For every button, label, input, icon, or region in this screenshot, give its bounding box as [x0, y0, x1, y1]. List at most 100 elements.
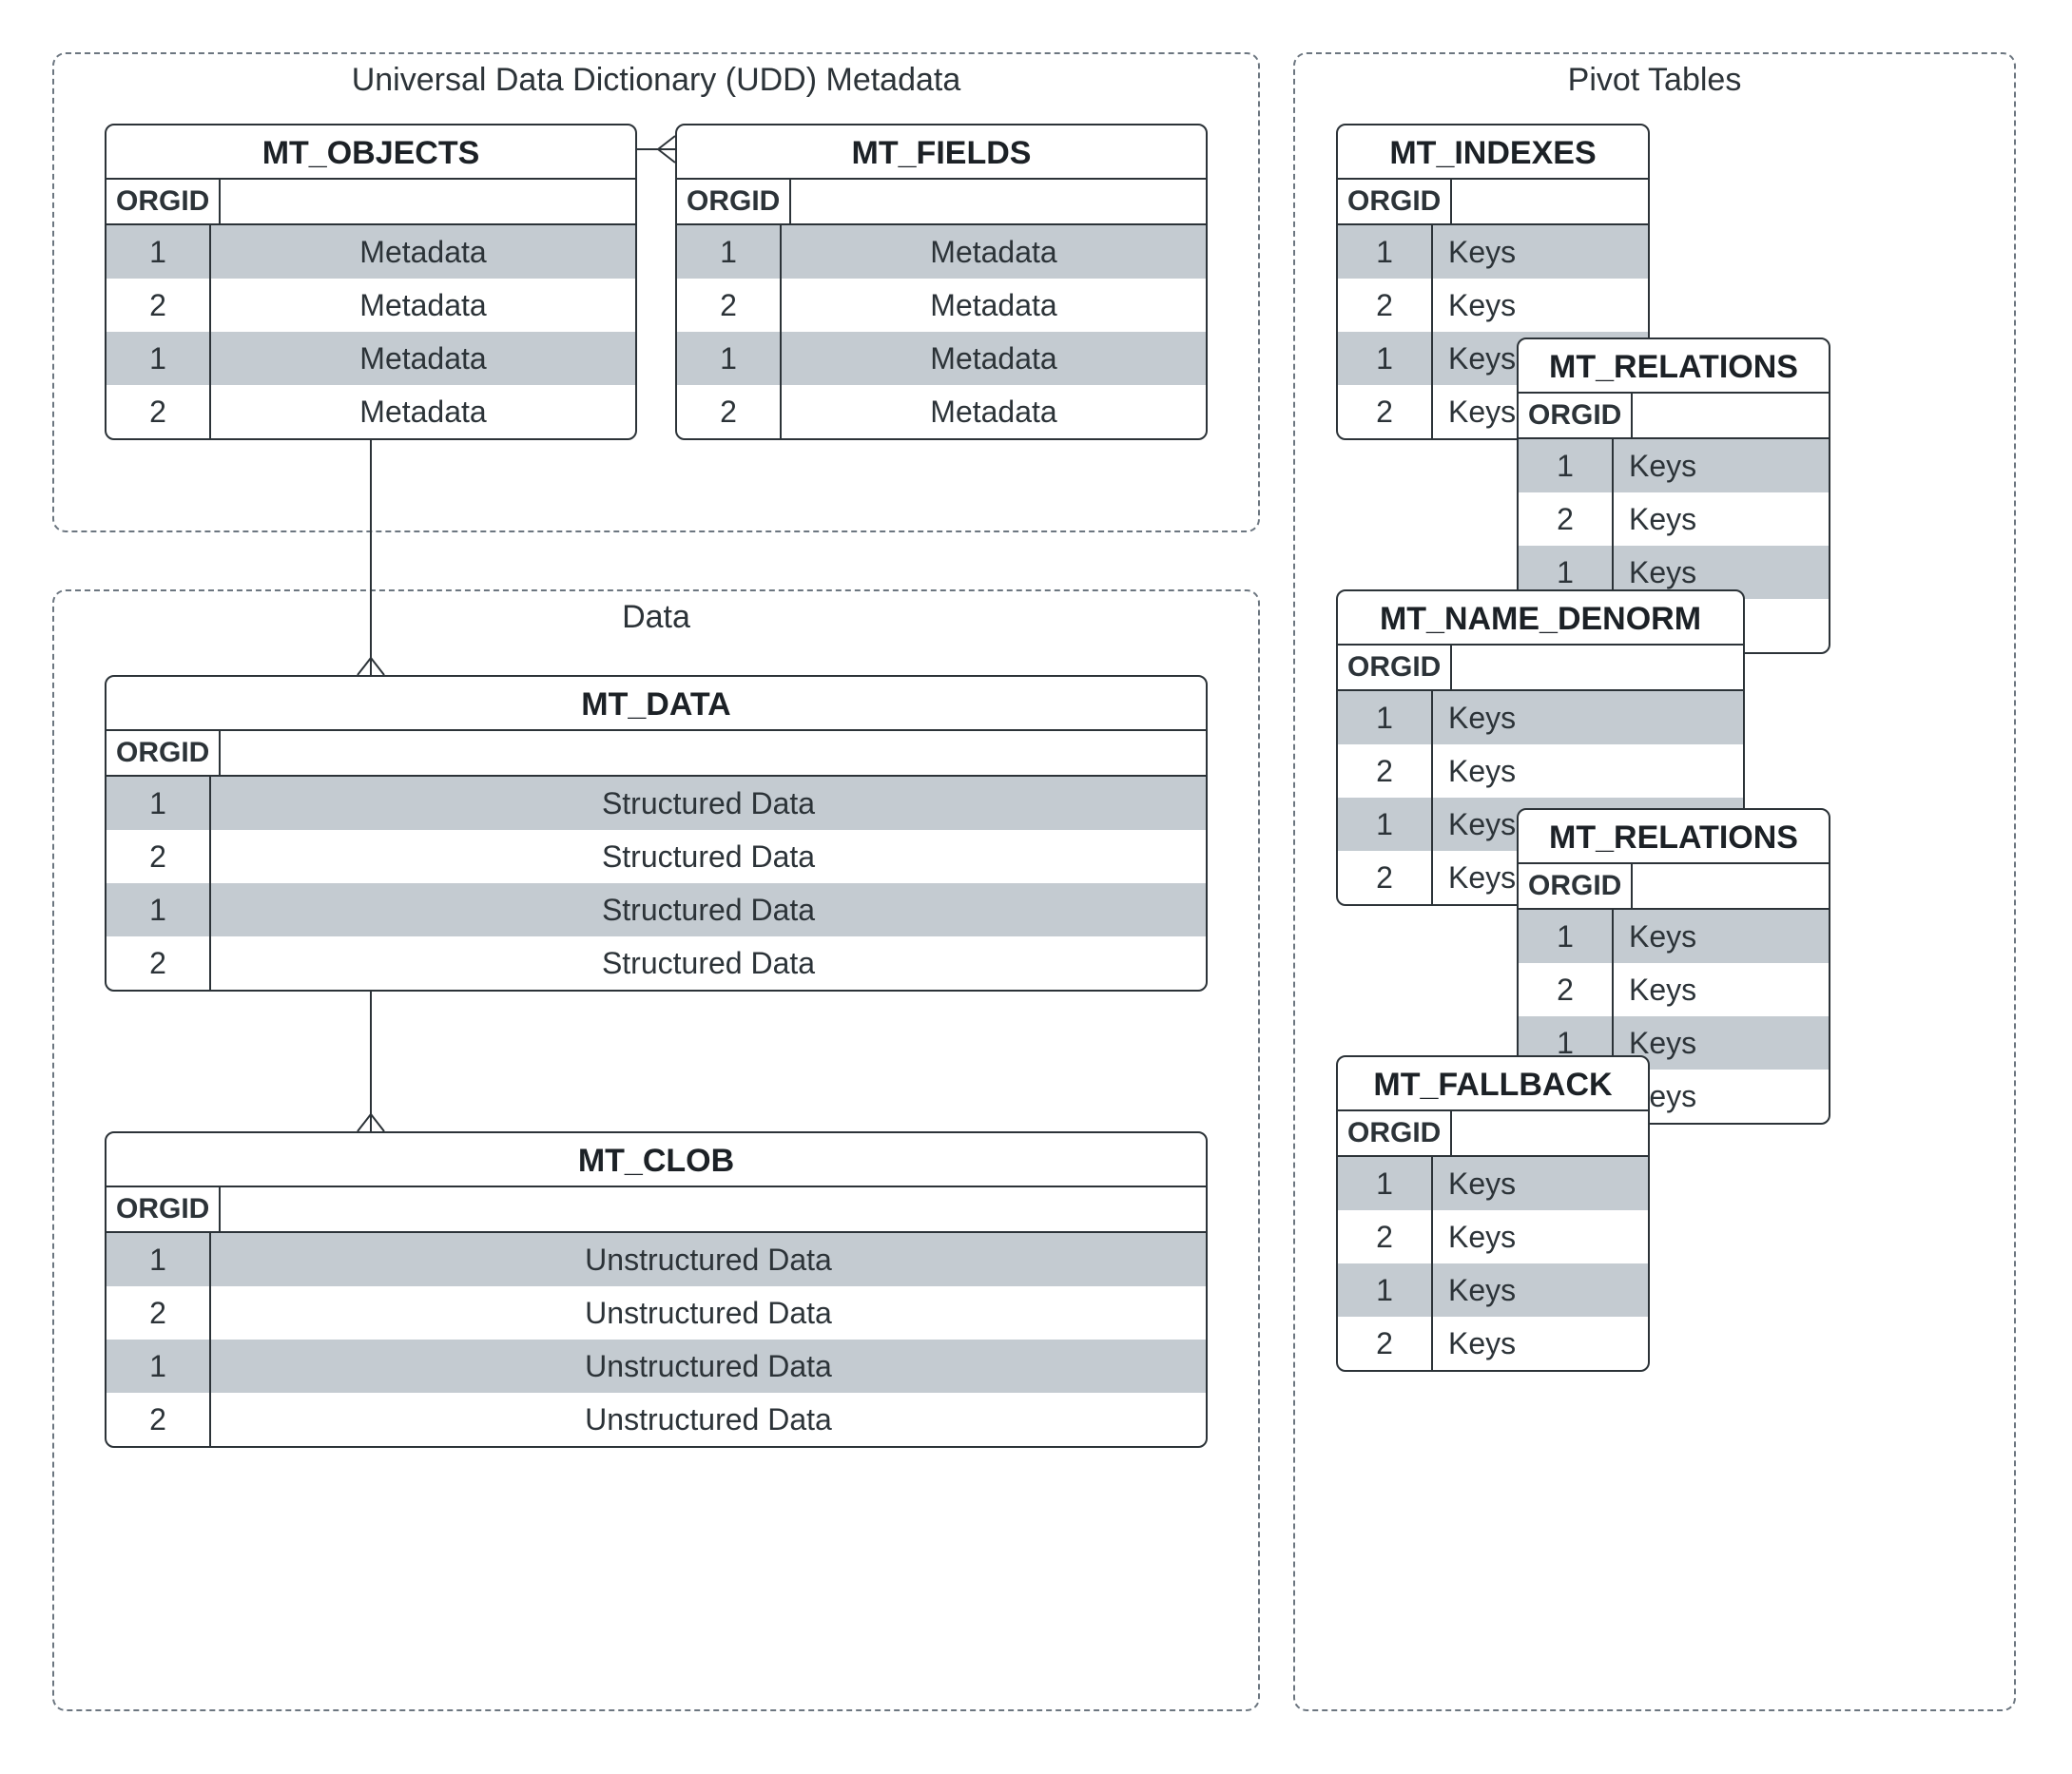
cell-value: Keys — [1433, 1326, 1648, 1361]
table-mt_objects: MT_OBJECTSORGID1Metadata2Metadata1Metada… — [105, 124, 637, 440]
cell-orgid: 1 — [107, 883, 211, 936]
table-header: ORGID — [1338, 646, 1743, 691]
cell-orgid: 2 — [107, 279, 211, 332]
cell-value: Keys — [1433, 235, 1648, 270]
table-row: 2Keys — [1338, 1317, 1648, 1370]
cell-value: Metadata — [782, 288, 1206, 323]
cell-orgid: 2 — [677, 385, 782, 438]
cell-orgid: 2 — [1338, 851, 1433, 904]
cell-value: Metadata — [211, 235, 635, 270]
cell-orgid: 1 — [1338, 225, 1433, 279]
cell-value: Keys — [1614, 973, 1829, 1008]
cell-value: Structured Data — [211, 893, 1206, 928]
cell-orgid: 1 — [107, 1340, 211, 1393]
table-row: 2Structured Data — [107, 936, 1206, 990]
table-row: 2Keys — [1338, 1210, 1648, 1263]
cell-value: Keys — [1614, 449, 1829, 484]
cell-orgid: 1 — [677, 225, 782, 279]
table-header-col: ORGID — [107, 1187, 221, 1231]
table-header: ORGID — [1519, 394, 1829, 439]
table-mt_fallback: MT_FALLBACKORGID1Keys2Keys1Keys2Keys — [1336, 1055, 1650, 1372]
table-header: ORGID — [677, 180, 1206, 225]
table-row: 1Metadata — [107, 225, 635, 279]
cell-orgid: 1 — [1338, 1157, 1433, 1210]
cell-value: Metadata — [211, 341, 635, 376]
table-title: MT_RELATIONS — [1519, 339, 1829, 394]
table-row: 2Metadata — [677, 279, 1206, 332]
table-header: ORGID — [107, 731, 1206, 777]
cell-value: Keys — [1433, 701, 1743, 736]
cell-value: Structured Data — [211, 839, 1206, 875]
table-mt_data: MT_DATAORGID1Structured Data2Structured … — [105, 675, 1208, 992]
region-title-pivot: Pivot Tables — [1295, 62, 2014, 99]
table-header-col: ORGID — [1338, 646, 1452, 689]
cell-orgid: 2 — [1338, 1210, 1433, 1263]
table-row: 2Keys — [1519, 963, 1829, 1016]
table-row: 1Unstructured Data — [107, 1340, 1206, 1393]
table-row: 2Keys — [1338, 279, 1648, 332]
table-title: MT_NAME_DENORM — [1338, 591, 1743, 646]
table-header: ORGID — [1519, 864, 1829, 910]
table-row: 1Metadata — [107, 332, 635, 385]
cell-orgid: 1 — [1519, 910, 1614, 963]
table-title: MT_OBJECTS — [107, 125, 635, 180]
cell-orgid: 1 — [1338, 1263, 1433, 1317]
cell-value: Keys — [1433, 1220, 1648, 1255]
table-row: 2Unstructured Data — [107, 1286, 1206, 1340]
table-header-col: ORGID — [677, 180, 791, 223]
table-title: MT_INDEXES — [1338, 125, 1648, 180]
cell-value: Metadata — [782, 235, 1206, 270]
table-row: 1Structured Data — [107, 777, 1206, 830]
cell-orgid: 1 — [107, 225, 211, 279]
cell-value: Keys — [1614, 1026, 1829, 1061]
table-row: 1Structured Data — [107, 883, 1206, 936]
cell-orgid: 1 — [1338, 332, 1433, 385]
cell-value: Unstructured Data — [211, 1349, 1206, 1384]
cell-orgid: 2 — [1338, 744, 1433, 798]
table-row: 2Metadata — [107, 279, 635, 332]
cell-value: Keys — [1433, 1167, 1648, 1202]
table-row: 1Unstructured Data — [107, 1233, 1206, 1286]
cell-orgid: 1 — [107, 1233, 211, 1286]
cell-orgid: 2 — [107, 385, 211, 438]
cell-value: Keys — [1433, 1273, 1648, 1308]
table-row: 1Metadata — [677, 332, 1206, 385]
table-title: MT_FALLBACK — [1338, 1057, 1648, 1111]
cell-orgid: 2 — [107, 936, 211, 990]
cell-value: Unstructured Data — [211, 1296, 1206, 1331]
table-row: 1Keys — [1519, 439, 1829, 492]
table-header: ORGID — [107, 180, 635, 225]
table-row: 1Metadata — [677, 225, 1206, 279]
table-mt_fields: MT_FIELDSORGID1Metadata2Metadata1Metadat… — [675, 124, 1208, 440]
region-title-data: Data — [54, 599, 1258, 636]
table-row: 2Keys — [1338, 744, 1743, 798]
cell-value: Keys — [1614, 502, 1829, 537]
cell-value: Unstructured Data — [211, 1402, 1206, 1437]
table-row: 1Keys — [1338, 1157, 1648, 1210]
cell-orgid: 2 — [677, 279, 782, 332]
table-row: 1Keys — [1338, 225, 1648, 279]
table-header-col: ORGID — [1338, 1111, 1452, 1155]
cell-orgid: 1 — [107, 332, 211, 385]
table-header-col: ORGID — [107, 180, 221, 223]
cell-value: Keys — [1433, 288, 1648, 323]
cell-value: Keys — [1614, 919, 1829, 954]
cell-value: Unstructured Data — [211, 1243, 1206, 1278]
cell-orgid: 1 — [1338, 798, 1433, 851]
cell-orgid: 2 — [1338, 279, 1433, 332]
cell-value: Structured Data — [211, 946, 1206, 981]
cell-value: Metadata — [211, 395, 635, 430]
cell-orgid: 2 — [1519, 963, 1614, 1016]
cell-value: Keys — [1614, 555, 1829, 590]
table-title: MT_CLOB — [107, 1133, 1206, 1187]
cell-orgid: 2 — [1338, 1317, 1433, 1370]
cell-orgid: 2 — [107, 1286, 211, 1340]
cell-orgid: 2 — [1519, 492, 1614, 546]
table-header-col: ORGID — [107, 731, 221, 775]
cell-value: Metadata — [782, 341, 1206, 376]
cell-orgid: 1 — [1519, 439, 1614, 492]
cell-orgid: 2 — [1338, 385, 1433, 438]
table-header-col: ORGID — [1519, 864, 1633, 908]
region-title-udd: Universal Data Dictionary (UDD) Metadata — [54, 62, 1258, 99]
table-row: 1Keys — [1338, 1263, 1648, 1317]
